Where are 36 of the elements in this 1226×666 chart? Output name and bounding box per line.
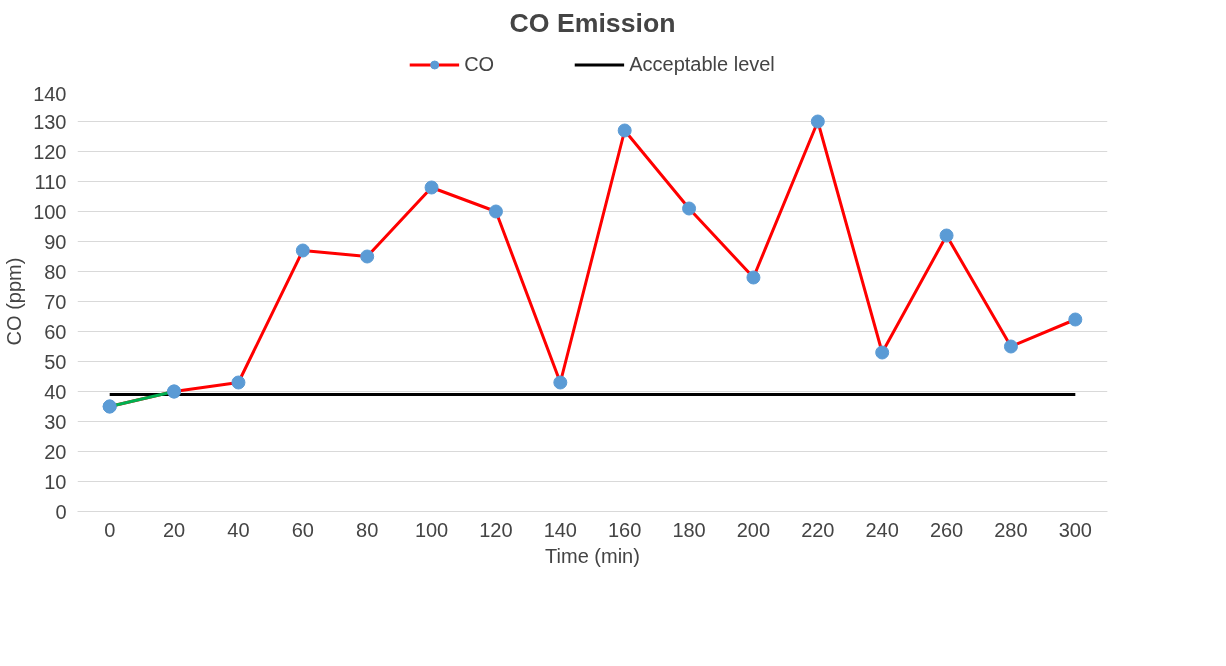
x-tick-label: 20: [162, 518, 186, 541]
y-tick-label: 130: [33, 110, 67, 133]
x-tick-label: 180: [672, 518, 706, 541]
legend-label: CO: [464, 52, 495, 76]
x-tick-label: 140: [543, 518, 577, 541]
x-tick-label: 60: [291, 518, 314, 541]
y-tick-label: 10: [44, 470, 67, 493]
y-tick-label: 20: [44, 440, 67, 463]
chart-title: CO Emission: [509, 7, 676, 38]
y-tick-label: 140: [33, 82, 67, 105]
y-tick-label: 90: [44, 230, 67, 253]
y-tick-label: 0: [55, 500, 67, 523]
legend-label: Acceptable level: [629, 52, 775, 76]
x-tick-label: 100: [414, 518, 449, 541]
x-tick-label: 280: [994, 518, 1028, 541]
y-tick-label: 70: [44, 290, 67, 313]
x-tick-label: 260: [929, 518, 964, 541]
x-tick-label: 0: [104, 518, 116, 541]
y-tick-label: 60: [44, 320, 67, 343]
x-axis-title: Time (min): [545, 544, 640, 567]
y-tick-label: 40: [44, 380, 67, 403]
x-tick-label: 160: [608, 518, 642, 541]
y-tick-label: 100: [33, 200, 67, 223]
y-tick-label: 120: [33, 140, 67, 163]
x-tick-label: 200: [736, 518, 771, 541]
x-tick-label: 220: [801, 518, 835, 541]
y-tick-label: 80: [44, 260, 67, 283]
y-tick-label: 50: [44, 350, 67, 373]
x-tick-label: 40: [227, 518, 250, 541]
y-axis-title: CO (ppm): [3, 257, 26, 346]
x-tick-label: 80: [356, 518, 379, 541]
y-tick-label: 110: [34, 170, 67, 193]
y-tick-label: 30: [44, 410, 67, 433]
x-tick-label: 120: [479, 518, 513, 541]
x-tick-label: 240: [865, 518, 899, 541]
x-tick-label: 300: [1058, 518, 1092, 541]
